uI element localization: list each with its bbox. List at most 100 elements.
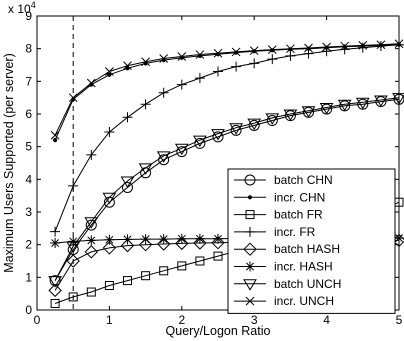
data-point bbox=[355, 97, 370, 110]
data-point bbox=[213, 233, 223, 244]
data-point bbox=[68, 292, 78, 302]
y-tick-label: 8 bbox=[25, 42, 32, 56]
data-point bbox=[358, 41, 368, 50]
data-point bbox=[140, 99, 151, 110]
x-tick-label: 3 bbox=[251, 313, 258, 327]
x-tick-label: 1 bbox=[106, 313, 113, 327]
data-point bbox=[394, 233, 404, 244]
legend-marker bbox=[247, 195, 253, 200]
data-point bbox=[175, 236, 189, 251]
data-point bbox=[158, 234, 169, 245]
legend-entry: batch CHN bbox=[234, 173, 333, 187]
data-point bbox=[159, 54, 169, 63]
data-point bbox=[86, 78, 96, 88]
legend-entry: incr. FR bbox=[234, 225, 316, 239]
data-point bbox=[193, 236, 207, 250]
data-point bbox=[394, 39, 404, 50]
data-point bbox=[267, 45, 277, 55]
x-axis-label: Query/Logon Ratio bbox=[166, 324, 271, 338]
data-point bbox=[102, 192, 117, 205]
data-point bbox=[394, 39, 404, 49]
y-tick-label: 0 bbox=[25, 303, 32, 317]
data-point bbox=[211, 235, 225, 250]
data-point bbox=[66, 241, 81, 254]
data-point bbox=[231, 47, 241, 57]
data-point bbox=[248, 119, 260, 131]
data-point bbox=[249, 58, 260, 69]
data-point bbox=[283, 109, 298, 121]
data-point bbox=[213, 66, 223, 77]
data-point bbox=[176, 79, 187, 90]
y-multiplier-label: x 104 bbox=[8, 0, 36, 16]
legend-marker bbox=[245, 226, 255, 237]
data-point bbox=[104, 126, 115, 137]
data-point bbox=[50, 226, 61, 237]
data-point bbox=[249, 46, 259, 55]
x-tick-label: 4 bbox=[323, 313, 330, 327]
data-point bbox=[68, 180, 79, 191]
y-tick-label: 7 bbox=[25, 74, 32, 88]
data-point bbox=[194, 233, 205, 244]
data-point bbox=[48, 276, 62, 288]
data-point bbox=[194, 137, 206, 149]
data-point bbox=[337, 99, 352, 112]
legend-marker bbox=[245, 296, 255, 306]
y-tick-label: 2 bbox=[25, 238, 32, 252]
legend-label: batch FR bbox=[274, 208, 323, 222]
data-point bbox=[50, 130, 60, 140]
data-point bbox=[107, 72, 112, 77]
data-point bbox=[174, 143, 189, 156]
data-point bbox=[50, 298, 60, 308]
y-tick-label: 4 bbox=[25, 172, 32, 186]
data-point bbox=[86, 235, 97, 246]
legend-label: batch CHN bbox=[274, 173, 333, 187]
y-tick-label: 3 bbox=[25, 205, 32, 219]
data-point bbox=[304, 43, 313, 53]
data-point bbox=[86, 287, 96, 297]
y-multiplier-base: x 10 bbox=[8, 2, 31, 16]
data-point bbox=[85, 219, 97, 231]
data-point bbox=[211, 129, 225, 141]
data-point bbox=[104, 281, 114, 290]
data-point bbox=[319, 102, 334, 115]
legend-entry: incr. UNCH bbox=[234, 294, 334, 308]
data-point bbox=[194, 73, 205, 84]
data-point bbox=[156, 151, 171, 163]
data-point bbox=[267, 54, 278, 65]
data-point bbox=[122, 234, 133, 245]
data-point bbox=[138, 237, 153, 252]
legend-label: incr. UNCH bbox=[274, 294, 334, 308]
data-point bbox=[141, 271, 151, 281]
legend-entry: batch HASH bbox=[234, 242, 340, 256]
data-point bbox=[229, 123, 243, 135]
y-multiplier-exponent: 4 bbox=[31, 0, 36, 10]
x-tick-label: 0 bbox=[34, 313, 41, 327]
legend-label: incr. FR bbox=[274, 225, 316, 239]
data-point bbox=[213, 251, 223, 261]
data-point bbox=[212, 131, 224, 143]
data-point bbox=[125, 66, 130, 71]
data-point bbox=[266, 115, 278, 127]
data-point bbox=[375, 41, 386, 52]
data-point bbox=[158, 87, 169, 98]
data-point bbox=[177, 261, 187, 271]
y-tick-label: 1 bbox=[25, 270, 32, 284]
data-point bbox=[301, 106, 316, 118]
y-axis-label: Maximum Users Supported (per server) bbox=[2, 53, 16, 273]
legend-marker bbox=[245, 210, 255, 220]
data-point bbox=[176, 146, 188, 158]
data-point bbox=[193, 135, 207, 148]
x-tick-label: 5 bbox=[396, 313, 403, 327]
series-line bbox=[54, 43, 400, 136]
data-point bbox=[392, 93, 404, 105]
data-point bbox=[123, 61, 132, 71]
data-point bbox=[357, 42, 368, 53]
y-tick-label: 6 bbox=[25, 107, 32, 121]
data-point bbox=[195, 256, 205, 266]
data-point bbox=[285, 50, 296, 61]
data-point bbox=[286, 44, 295, 54]
data-point bbox=[230, 124, 242, 136]
data-point bbox=[322, 42, 331, 52]
data-point bbox=[84, 217, 99, 229]
data-point bbox=[104, 234, 115, 245]
